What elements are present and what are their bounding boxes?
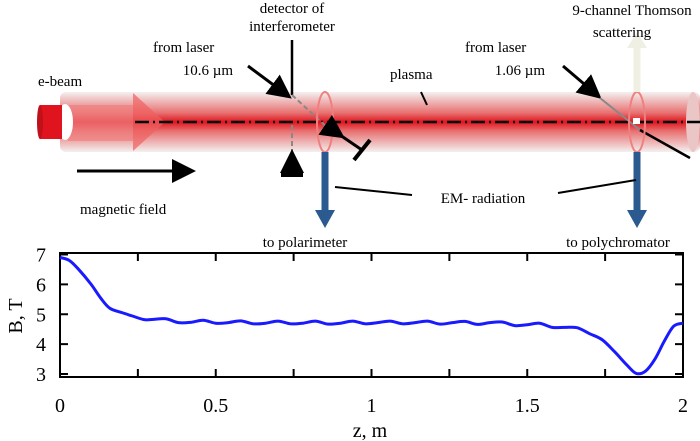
label-to-polychromator: to polychromator: [566, 235, 670, 251]
b-field-chart: 0 0.5 1 1.5 2 3 4 5 6 7 z, m B, T: [5, 244, 688, 441]
label-plasma: plasma: [390, 67, 433, 83]
y-tick-label: 7: [36, 244, 46, 266]
label-laser2: from laser: [465, 40, 526, 56]
label-laser2-wl: 1.06 µm: [495, 63, 546, 79]
plot-frame: [59, 252, 684, 378]
label-to-polarimeter: to polarimeter: [263, 235, 348, 251]
label-detector-2: interferometer: [249, 19, 335, 35]
y-tick-label: 5: [36, 304, 46, 326]
series-line-b-field: [59, 256, 684, 376]
y-tick-label: 4: [36, 334, 46, 356]
label-thomson: 9-channel Thomson: [572, 3, 692, 19]
x-tick-label: 1: [367, 395, 377, 417]
y-tick-label: 3: [36, 364, 46, 386]
label-em-radiation: EM- radiation: [441, 191, 526, 207]
label-magnetic-field: magnetic field: [80, 202, 167, 218]
label-laser1: from laser: [153, 40, 214, 56]
x-tick-label: 0: [55, 395, 65, 417]
label-thomson-2: scattering: [593, 25, 652, 41]
x-tick-label: 1.5: [515, 395, 540, 417]
x-axis-label: z, m: [353, 420, 388, 441]
label-ebeam: e-beam: [38, 74, 82, 90]
x-tick-label: 2: [678, 395, 688, 417]
label-detector: detector of: [260, 1, 325, 17]
label-laser1-wl: 10.6 µm: [183, 63, 234, 79]
y-tick-label: 6: [36, 274, 46, 296]
y-axis-label: B, T: [5, 298, 27, 333]
x-tick-label: 0.5: [203, 395, 228, 417]
